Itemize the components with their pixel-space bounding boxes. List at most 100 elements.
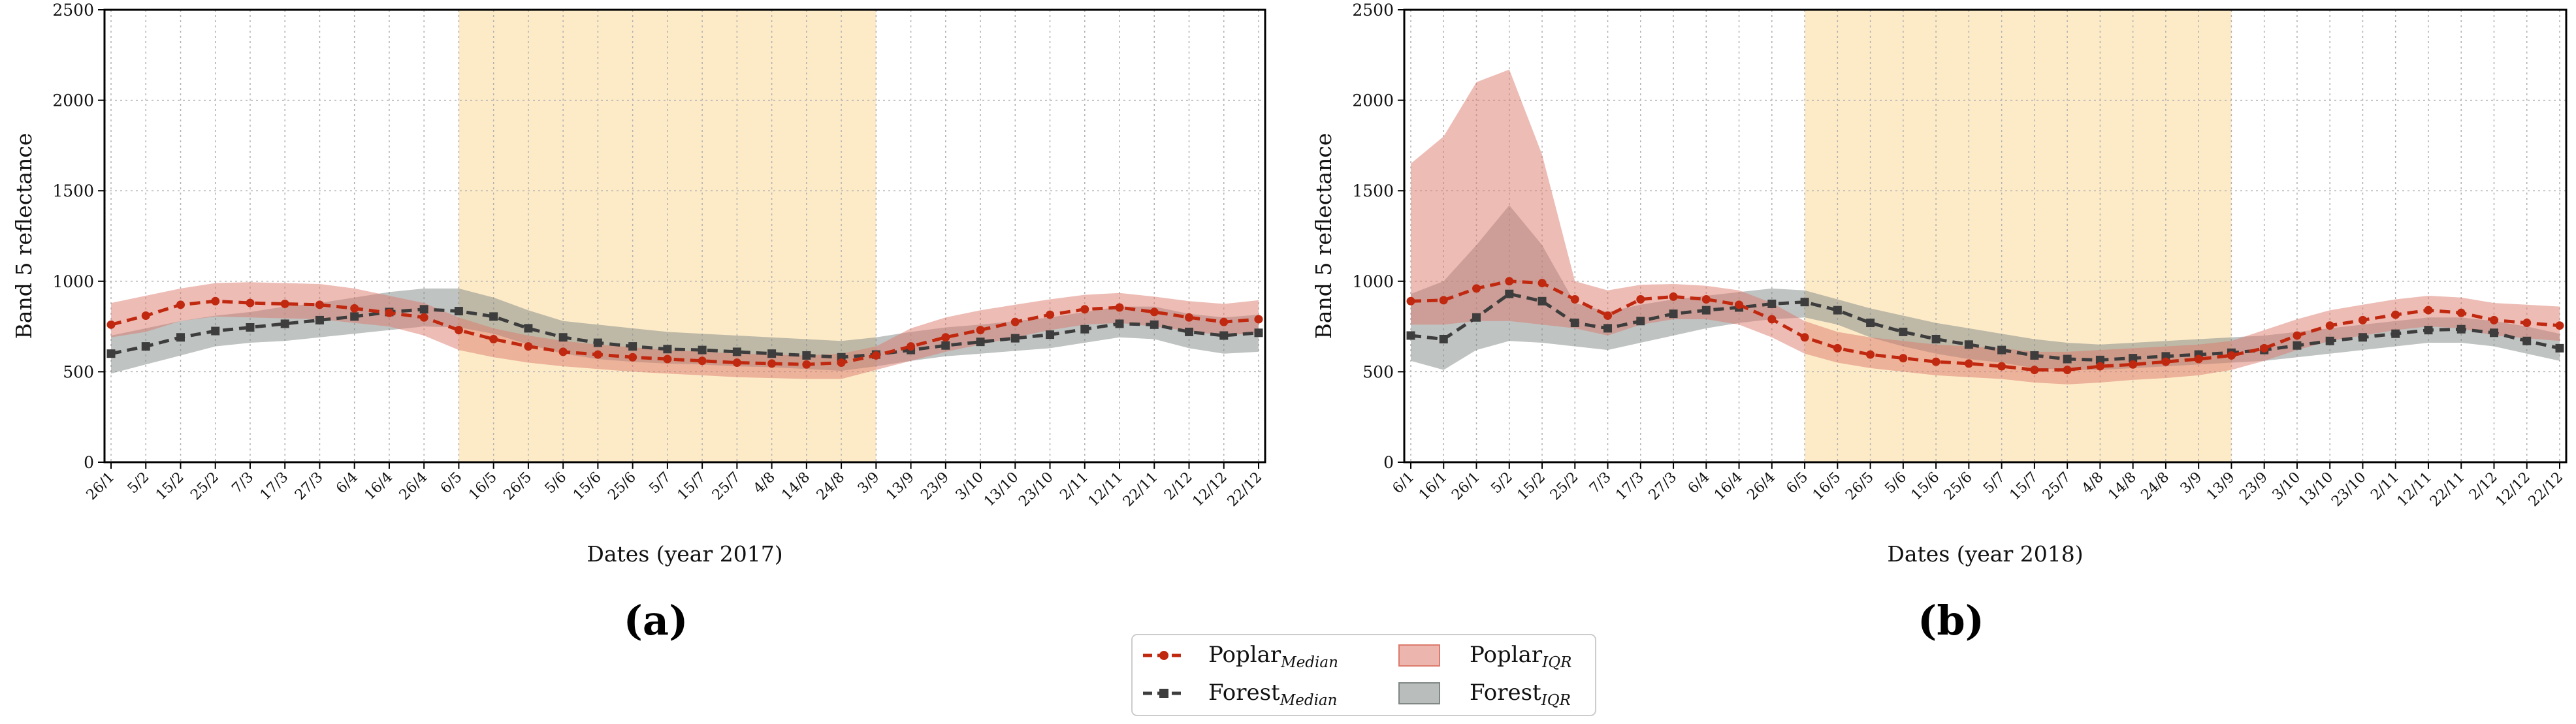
y-tick-label: 1000	[1352, 272, 1394, 291]
x-tick-label: 17/3	[1613, 469, 1647, 504]
forest-median-point	[628, 342, 637, 351]
forest-median-point	[767, 349, 777, 358]
poplar-median-point	[1254, 315, 1263, 324]
x-tick-label: 16/4	[1711, 469, 1746, 504]
x-tick-label: 26/1	[84, 469, 118, 504]
poplar-median-point	[871, 351, 880, 360]
forest-median-point	[176, 333, 185, 342]
x-tick-label: 17/3	[257, 469, 292, 504]
forest-median-point	[211, 326, 220, 336]
x-tick-label: 13/10	[2296, 469, 2337, 511]
poplar-median-point	[941, 333, 950, 342]
forest-median-point	[2456, 324, 2466, 334]
forest-median-point	[1115, 319, 1124, 328]
x-tick-label: 27/3	[292, 469, 327, 504]
poplar-median-point	[1735, 300, 1744, 309]
x-tick-label: 5/7	[646, 469, 674, 497]
legend-forest-iqr-swatch	[1398, 682, 1440, 704]
x-tick-label: 26/5	[501, 469, 536, 504]
poplar-median-point	[419, 313, 428, 322]
legend-forest-iqr-label: Forest	[1470, 680, 1541, 706]
chart-panel-a: 0 500 1000 1500 2000 2500 26/1 5/2 15/2 25/2 7/3 17…	[11, 1, 1266, 644]
y-tick-label: 1500	[52, 181, 94, 200]
forest-median-point	[1472, 313, 1481, 322]
forest-median-point	[1538, 296, 1547, 306]
y-tick-label: 500	[63, 362, 94, 381]
forest-median-point	[1800, 298, 1809, 307]
y-axis-label: Band 5 reflectance	[11, 133, 37, 339]
x-tick-label: 15/2	[153, 469, 187, 504]
poplar-median-point	[732, 358, 741, 368]
poplar-median-point	[1767, 315, 1777, 324]
forest-median-point	[2391, 329, 2400, 338]
x-tick-label: 6/4	[333, 469, 361, 497]
x-tick-label: 16/5	[466, 469, 500, 504]
poplar-iqr-band	[1411, 69, 2560, 385]
x-tick-label: 13/9	[2204, 469, 2238, 504]
forest-median-point	[1603, 324, 1613, 333]
forest-median-point	[1931, 335, 1940, 344]
poplar-median-point	[2522, 319, 2532, 328]
x-tick-label: 15/6	[1908, 469, 1943, 504]
x-tick-label: 6/4	[1685, 469, 1713, 497]
forest-median-point	[2424, 326, 2433, 335]
x-tick-label: 26/4	[396, 469, 431, 504]
poplar-median-point	[524, 342, 533, 351]
y-tick-label: 2000	[52, 91, 94, 110]
poplar-median-point	[2095, 362, 2104, 371]
poplar-median-point	[211, 296, 220, 306]
forest-median-point	[524, 324, 533, 333]
forest-median-point	[141, 342, 150, 351]
poplar-median-point	[1800, 333, 1809, 342]
poplar-median-point	[2424, 306, 2433, 315]
poplar-median-point	[1701, 295, 1711, 304]
poplar-median-point	[1406, 296, 1415, 306]
y-tick-label: 1000	[52, 272, 94, 291]
forest-median-point	[1636, 317, 1645, 326]
forest-median-point	[1080, 324, 1089, 334]
forest-median-point	[1997, 345, 2006, 354]
highlight-region	[1805, 10, 2232, 462]
x-tick-label: 25/7	[709, 469, 744, 504]
legend-frame	[1131, 634, 1596, 716]
x-tick-label: 12/11	[2394, 469, 2436, 511]
forest-median-point	[1439, 335, 1448, 344]
x-tick-label: 3/9	[855, 469, 883, 497]
x-tick-label: 22/11	[1120, 469, 1161, 511]
forest-median-point	[2325, 336, 2334, 345]
x-tick-label: 5/7	[1980, 469, 2008, 497]
forest-median-point	[2489, 328, 2498, 338]
x-tick-label: 15/6	[570, 469, 605, 504]
x-tick-label: 22/11	[2427, 469, 2468, 511]
x-tick-label: 23/10	[1016, 469, 1057, 511]
poplar-median-point	[1472, 284, 1481, 293]
legend-poplar-median-label: Poplar	[1208, 642, 1281, 668]
x-tick-label: 5/6	[1882, 469, 1910, 497]
poplar-median-point	[106, 320, 116, 329]
x-tick-label: 12/12	[2492, 469, 2534, 511]
y-tick-label: 2500	[1352, 1, 1394, 20]
forest-median-point	[1570, 319, 1579, 328]
forest-median-point	[1833, 306, 1842, 315]
x-tick-label: 13/10	[981, 469, 1022, 511]
x-tick-label: 25/6	[1941, 469, 1976, 504]
poplar-median-point	[1010, 317, 1020, 326]
forest-median-line	[1410, 292, 2560, 362]
x-tick-label: 24/8	[814, 469, 848, 504]
x-tick-label: 16/1	[1416, 469, 1451, 504]
x-tick-label: 4/8	[750, 469, 779, 497]
poplar-median-point	[558, 347, 568, 356]
svg-text:PoplarMedian: PoplarMedian	[1208, 642, 1338, 671]
poplar-median-point	[1669, 292, 1678, 301]
poplar-median-point	[802, 360, 811, 369]
forest-median-point	[1899, 327, 1908, 336]
forest-median-point	[1185, 327, 1194, 336]
x-tick-label: 5/2	[1488, 469, 1516, 497]
y-axis-label: Band 5 reflectance	[1311, 133, 1336, 339]
forest-median-point	[2522, 336, 2532, 345]
poplar-median-point	[2293, 331, 2302, 340]
poplar-median-point	[1538, 279, 1547, 288]
poplar-median-point	[1219, 317, 1229, 326]
poplar-median-point	[837, 358, 846, 368]
poplar-median-point	[1439, 296, 1448, 305]
